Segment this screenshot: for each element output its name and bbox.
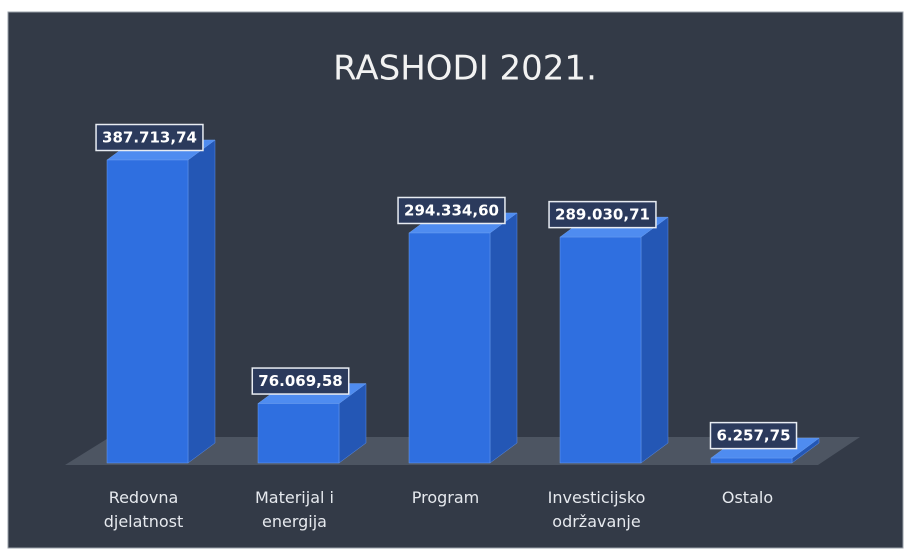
bar-side (489, 212, 518, 464)
value-label: 387.713,74 (102, 129, 197, 147)
x-tick-label: Ostalo (721, 488, 774, 507)
x-tick-label: Redovna djelatnost (103, 488, 184, 531)
bar (106, 159, 189, 464)
bar (710, 457, 793, 464)
value-label-box (95, 123, 204, 152)
value-label: 294.334,60 (404, 201, 499, 219)
x-tick-label: Materijal i energija (255, 488, 334, 531)
bar-side (187, 139, 216, 464)
value-label: 289.030,71 (555, 206, 650, 224)
value-label-box (548, 200, 657, 229)
value-label: 6.257,75 (716, 427, 790, 445)
value-label-box (251, 367, 350, 395)
bar (257, 403, 340, 464)
x-tick-label: Investicijsko održavanje (547, 488, 646, 531)
x-tick-label: Program (411, 488, 480, 507)
bar-side (640, 216, 669, 464)
chart-title: RASHODI 2021. (333, 49, 597, 89)
value-label: 76.069,58 (258, 372, 342, 390)
value-label-box (709, 421, 798, 450)
bar (408, 232, 491, 464)
value-label-box (397, 196, 506, 225)
bar (559, 236, 642, 464)
